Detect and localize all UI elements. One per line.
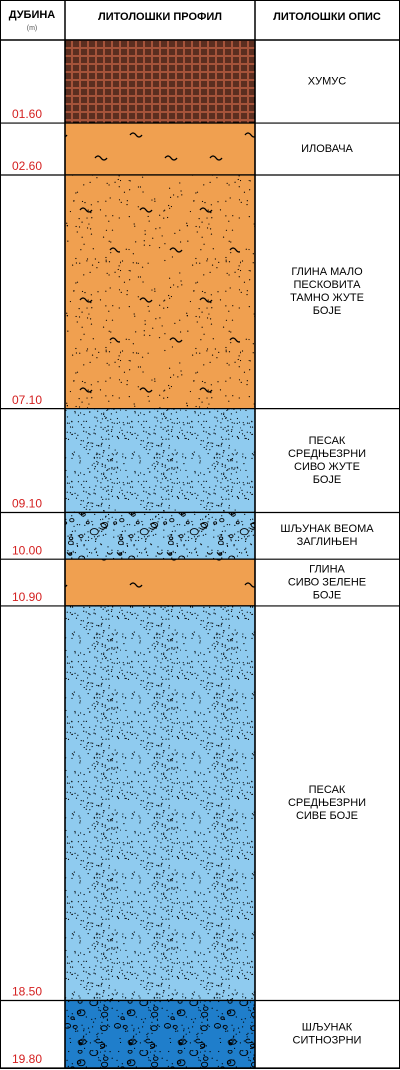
layer-description: СИТНОЗРНИ	[293, 1035, 362, 1047]
layer-description: СРЕДЊЕЗРНИ	[288, 797, 366, 809]
layer-description: ШЉУНАК ВЕОМА	[280, 523, 374, 535]
layer-fill	[64, 122, 256, 176]
profile-title: ЛИТОЛОШКИ ПРОФИЛ	[98, 11, 222, 23]
depth-label: 07.10	[12, 393, 42, 407]
layer-description: ШЉУНАК	[302, 1022, 353, 1034]
depth-label: 01.60	[12, 107, 42, 121]
layer-fill	[64, 408, 256, 514]
layer-description: ГЛИНА МАЛО	[291, 266, 363, 278]
depth-label: 19.80	[12, 1052, 42, 1066]
layer-description: ИЛОВАЧА	[301, 143, 353, 155]
layer-description: БОЈЕ	[313, 474, 342, 486]
layer-description: ПЕСАК	[309, 435, 346, 447]
layer-description: БОЈЕ	[313, 305, 342, 317]
layer-fill	[64, 39, 256, 124]
layer-fill	[64, 558, 256, 607]
layer-fill	[64, 174, 256, 410]
layer-description: ТАМНО ЖУТЕ	[290, 292, 364, 304]
layer-fill	[64, 605, 256, 1002]
layer-description: ПЕСАК	[309, 784, 346, 796]
layer-fill	[64, 999, 256, 1069]
layer-description: СИВЕ БОЈЕ	[296, 810, 358, 822]
layer-description: СИВО ЗЕЛЕНЕ	[288, 576, 366, 588]
depth-label: 02.60	[12, 159, 42, 173]
layer-fill	[64, 511, 256, 560]
depth-label: 10.90	[12, 590, 42, 604]
layer-description: СИВО ЖУТЕ	[294, 461, 360, 473]
depth-title: ДУБИНА	[9, 9, 56, 21]
layer-description: ГЛИНА	[309, 563, 345, 575]
depth-label: 09.10	[12, 497, 42, 511]
depth-label: 10.00	[12, 543, 42, 557]
depth-unit: (m)	[27, 25, 38, 32]
layer-description: ПЕСКОВИТА	[294, 279, 362, 291]
description-title: ЛИТОЛОШКИ ОПИС	[273, 11, 381, 23]
layer-description: ЗАГЛИЊЕН	[297, 536, 358, 548]
layer-description: БОЈЕ	[313, 589, 342, 601]
layer-description: ХУМУС	[308, 75, 346, 87]
depth-label: 18.50	[12, 985, 42, 999]
layer-description: СРЕДЊЕЗРНИ	[288, 448, 366, 460]
